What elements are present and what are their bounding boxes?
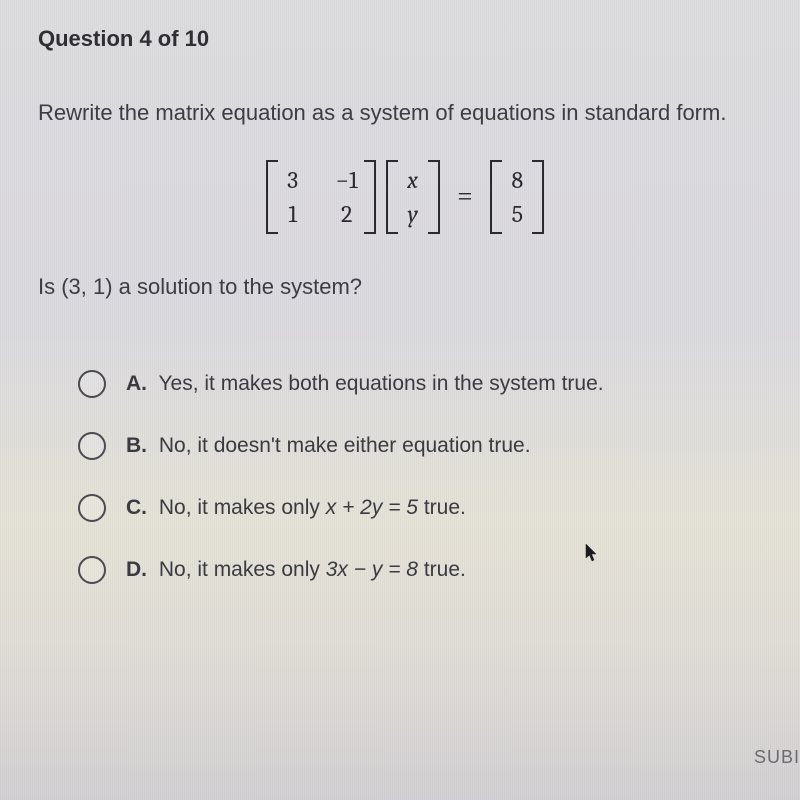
- option-letter: A.: [126, 372, 147, 395]
- option-suffix: true.: [418, 558, 466, 581]
- vector-b-cells: 8 5: [502, 160, 532, 234]
- option-prefix: No, it makes only: [159, 558, 326, 581]
- option-math: 3x − y = 8: [326, 558, 418, 581]
- option-text: D. No, it makes only 3x − y = 8 true.: [126, 558, 466, 582]
- option-suffix: true.: [418, 496, 466, 519]
- radio-icon[interactable]: [78, 370, 106, 398]
- option-letter: C.: [126, 496, 147, 519]
- radio-icon[interactable]: [78, 556, 106, 584]
- cell: 2: [336, 200, 358, 228]
- option-d[interactable]: D. No, it makes only 3x − y = 8 true.: [78, 556, 772, 584]
- option-body: No, it doesn't make either equation true…: [159, 434, 531, 457]
- option-text: C. No, it makes only x + 2y = 5 true.: [126, 496, 466, 520]
- submit-button-fragment[interactable]: SUBI: [754, 747, 800, 768]
- option-prefix: No, it makes only: [159, 496, 326, 519]
- cell: 3: [284, 166, 302, 194]
- cell: 1: [284, 200, 302, 228]
- option-body: Yes, it makes both equations in the syst…: [158, 372, 603, 395]
- option-text: A. Yes, it makes both equations in the s…: [126, 372, 604, 396]
- radio-icon[interactable]: [78, 432, 106, 460]
- cell: 5: [508, 200, 526, 228]
- option-a[interactable]: A. Yes, it makes both equations in the s…: [78, 370, 772, 398]
- matrix-A-cells: 3 −1 1 2: [278, 160, 364, 234]
- vector-x-cells: x y: [398, 160, 428, 234]
- cell: −1: [336, 166, 358, 194]
- bracket-right-icon: [532, 160, 544, 234]
- cell: y: [404, 200, 422, 228]
- radio-icon[interactable]: [78, 494, 106, 522]
- question-number: Question 4 of 10: [38, 26, 772, 52]
- bracket-right-icon: [364, 160, 376, 234]
- matrix-A: 3 −1 1 2: [266, 160, 376, 234]
- option-letter: D.: [126, 558, 147, 581]
- answer-options: A. Yes, it makes both equations in the s…: [38, 370, 772, 584]
- cell: 8: [508, 166, 526, 194]
- question-page: Question 4 of 10 Rewrite the matrix equa…: [0, 0, 800, 800]
- option-b[interactable]: B. No, it doesn't make either equation t…: [78, 432, 772, 460]
- bracket-left-icon: [490, 160, 502, 234]
- option-c[interactable]: C. No, it makes only x + 2y = 5 true.: [78, 494, 772, 522]
- followup-prompt: Is (3, 1) a solution to the system?: [38, 274, 772, 300]
- bracket-right-icon: [428, 160, 440, 234]
- vector-x: x y: [386, 160, 440, 234]
- vector-b: 8 5: [490, 160, 544, 234]
- cell: x: [404, 166, 422, 194]
- option-letter: B.: [126, 434, 147, 457]
- matrix-equation: 3 −1 1 2 x y = 8 5: [38, 160, 772, 234]
- bracket-left-icon: [386, 160, 398, 234]
- option-text: B. No, it doesn't make either equation t…: [126, 434, 531, 458]
- question-prompt: Rewrite the matrix equation as a system …: [38, 100, 772, 126]
- equals-sign: =: [450, 182, 481, 212]
- option-math: x + 2y = 5: [326, 496, 418, 519]
- bracket-left-icon: [266, 160, 278, 234]
